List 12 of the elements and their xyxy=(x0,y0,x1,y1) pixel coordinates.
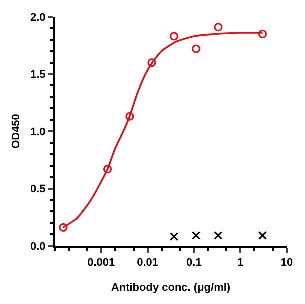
y-axis-title: OD450 xyxy=(10,114,23,149)
x-tick-label: 0.01 xyxy=(137,257,159,270)
x-tick-label: 0.001 xyxy=(88,257,116,270)
x-tick-label: 0.1 xyxy=(186,257,202,270)
y-tick-label: 2.0 xyxy=(30,12,46,24)
y-tick-label: 0.0 xyxy=(30,240,46,253)
x-axis-title: Antibody conc. (μg/ml) xyxy=(111,282,231,294)
y-tick-label: 1.0 xyxy=(30,126,46,138)
x-tick-label: 10 xyxy=(280,257,294,270)
y-tick-label: 1.5 xyxy=(30,69,46,82)
x-tick-label: 1 xyxy=(238,257,244,270)
y-tick-label: 0.5 xyxy=(30,184,46,196)
